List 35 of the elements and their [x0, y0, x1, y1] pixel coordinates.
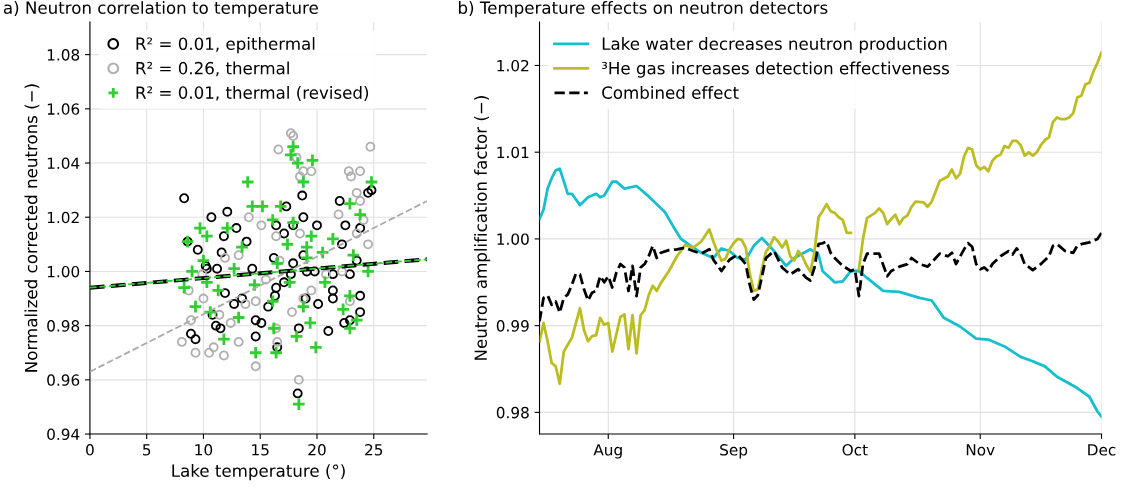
y-tick-label: 1.00 [47, 265, 80, 278]
y-tick-label: 0.99 [496, 320, 529, 332]
y-tick-label: 1.04 [47, 157, 80, 170]
x-tick-label: Dec [1088, 444, 1116, 456]
y-axis-title: Normalized corrected neutrons (−) [24, 84, 40, 372]
y-tick-label: 0.98 [47, 320, 80, 332]
x-tick-label: Nov [966, 444, 995, 456]
x-tick-label: 0 [86, 444, 94, 456]
y-tick-label: 1.02 [47, 211, 79, 224]
x-axis-title: Lake temperature (°) [172, 464, 345, 481]
legend-label: R² = 0.01, epithermal [136, 37, 315, 54]
y-tick-label: 1.00 [497, 233, 529, 245]
y-tick-label: 0.98 [496, 406, 529, 419]
x-tick-label: 10 [195, 444, 213, 456]
y-tick-label: 1.02 [497, 59, 529, 72]
x-tick-label: 5 [143, 444, 151, 456]
y-tick-label: 1.01 [497, 146, 529, 159]
y-tick-label: 1.08 [47, 49, 80, 61]
y-tick-label: 1.06 [47, 103, 80, 115]
y-tick-label: 0.94 [47, 428, 80, 441]
y-tick-label: 0.96 [47, 374, 80, 386]
legend-label: ³He gas increases detection effectiveness [601, 61, 950, 78]
legend-label: Combined effect [602, 86, 739, 99]
x-tick-label: 15 [252, 444, 269, 456]
legend-label: R² = 0.26, thermal [136, 61, 289, 77]
legend-label: Lake water decreases neutron production [602, 37, 947, 54]
legend-label: R² = 0.01, thermal (revised) [136, 86, 369, 101]
x-tick-label: Sep [720, 444, 748, 459]
x-tick-label: Aug [593, 444, 622, 459]
x-tick-label: Oct [842, 444, 868, 456]
chart-title: b) Temperature effects on neutron detectors [458, 1, 828, 18]
x-tick-label: 20 [308, 444, 326, 456]
y-axis-title: Neutron amplification factor (−) [474, 96, 491, 360]
x-tick-label: 25 [365, 444, 383, 456]
chart-title: a) Neutron correlation to temperature [3, 1, 318, 18]
